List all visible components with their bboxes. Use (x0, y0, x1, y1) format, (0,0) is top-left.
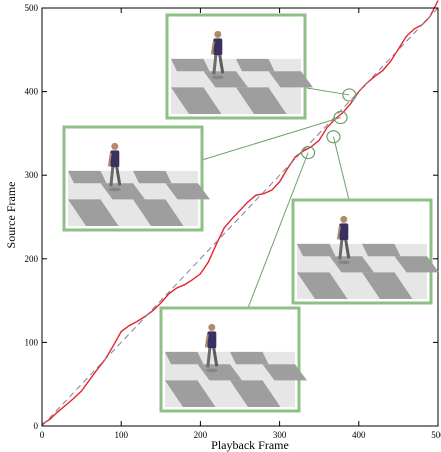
floor-tile (236, 58, 275, 72)
figure-torso (339, 223, 349, 241)
figure-shadow (108, 187, 121, 192)
figure-head (214, 30, 222, 38)
y-tick-label: 400 (25, 87, 39, 97)
floor-tile (297, 272, 348, 299)
highlight-circle (326, 130, 341, 144)
time-warp-curve (41, 0, 439, 425)
x-tick-label: 0 (40, 430, 45, 440)
figure-leg (212, 348, 219, 367)
figure-shadow (211, 75, 224, 80)
figure-arm (336, 226, 341, 240)
x-tick-label: 400 (352, 430, 366, 440)
y-tick-label: 100 (25, 337, 39, 347)
inset-layer (62, 13, 439, 413)
figure-torso (110, 150, 120, 168)
floor-tile (165, 351, 204, 365)
figure-arm (204, 334, 209, 348)
figure-shadow (205, 368, 218, 373)
highlight-circle (333, 110, 348, 125)
floor-tile (68, 170, 107, 184)
figure-leg (218, 55, 225, 74)
figure-shadow (337, 260, 350, 265)
figure-head (340, 215, 348, 223)
floor-tile (165, 380, 216, 407)
leader-line (306, 87, 350, 96)
figure-arm (210, 41, 215, 55)
floor-tile (262, 364, 307, 381)
x-axis-title: Playback Frame (211, 438, 289, 452)
figure-leg (115, 167, 122, 186)
tick-layer: 0 100 200 300 400 500 0 100 200 300 400 500 (25, 3, 441, 440)
y-tick-label: 500 (25, 3, 39, 13)
highlight-circle (301, 146, 316, 160)
frame-inset (291, 198, 439, 305)
figure-leg (212, 55, 218, 75)
x-tick-label: 300 (273, 430, 287, 440)
frame-inset (159, 306, 307, 413)
figure-torso (207, 331, 217, 349)
floor-tile (268, 71, 313, 88)
floor-tile (171, 87, 222, 114)
marker-layer (301, 88, 357, 160)
highlight-circle (342, 88, 357, 102)
floor-tile (165, 183, 210, 200)
x-tick-label: 200 (194, 430, 208, 440)
floor-tile (394, 256, 439, 273)
figure-torso (213, 38, 223, 56)
floor-tile (230, 380, 281, 407)
x-tick-label: 100 (114, 430, 128, 440)
floor-tile (133, 199, 184, 226)
y-axis-title: Source Frame (4, 182, 18, 249)
diagonal-line (41, 7, 439, 427)
figure-leg (338, 240, 344, 260)
leader-line (201, 117, 341, 161)
floor-tile (171, 58, 210, 72)
floor-tile (100, 183, 145, 200)
figure-head (208, 323, 216, 331)
y-tick-label: 200 (25, 254, 39, 264)
figure-leg (206, 348, 212, 368)
leader-layer (201, 87, 350, 309)
floor-tile (329, 256, 374, 273)
floor-tile (203, 71, 248, 88)
leader-line (247, 152, 309, 309)
series-layer (41, 0, 439, 427)
leader-line (332, 136, 350, 201)
figure-head (111, 142, 119, 150)
floor-tile (236, 87, 287, 114)
figure-arm (107, 153, 112, 167)
floor-tile (230, 351, 269, 365)
floor-tile (133, 170, 172, 184)
floor-tile (197, 364, 242, 381)
floor-tile (297, 243, 336, 257)
frame-inset (165, 13, 313, 120)
y-tick-label: 300 (25, 170, 39, 180)
floor-tile (362, 243, 401, 257)
frame-inset (62, 125, 210, 232)
floor-tile (68, 199, 119, 226)
axes (41, 7, 439, 427)
figure-leg (109, 167, 115, 187)
figure-leg (344, 240, 351, 259)
plot-frame (41, 7, 439, 427)
y-tick-label: 0 (34, 421, 39, 431)
floor-tile (362, 272, 413, 299)
x-tick-label: 500 (431, 430, 441, 440)
